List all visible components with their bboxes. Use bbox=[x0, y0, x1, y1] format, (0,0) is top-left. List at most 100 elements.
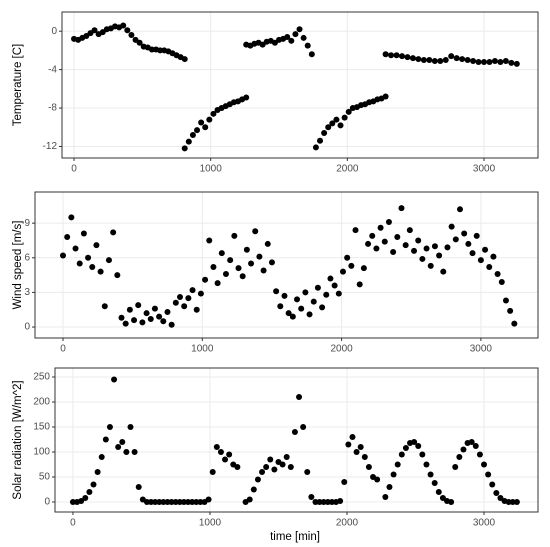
point bbox=[402, 445, 409, 451]
point bbox=[300, 34, 307, 41]
y-tick-label: 0 bbox=[44, 497, 50, 508]
point bbox=[310, 298, 317, 305]
x-tick-label: 2000 bbox=[330, 344, 353, 355]
point bbox=[393, 52, 400, 59]
point bbox=[218, 250, 225, 257]
point bbox=[234, 464, 241, 470]
point bbox=[206, 237, 213, 244]
point bbox=[459, 56, 466, 63]
point bbox=[189, 287, 196, 294]
point bbox=[323, 291, 330, 298]
point bbox=[68, 214, 75, 221]
y-tick-label: 200 bbox=[33, 397, 50, 408]
point bbox=[398, 451, 405, 458]
point bbox=[263, 464, 270, 470]
point bbox=[508, 59, 515, 66]
x-tick-label: 2000 bbox=[336, 164, 359, 175]
point bbox=[486, 264, 493, 271]
point bbox=[448, 499, 455, 505]
point bbox=[329, 120, 336, 127]
point bbox=[69, 499, 76, 505]
point bbox=[320, 499, 327, 505]
point bbox=[345, 108, 352, 115]
point bbox=[333, 116, 340, 123]
point bbox=[102, 436, 109, 443]
point bbox=[440, 268, 447, 275]
point bbox=[227, 257, 234, 264]
point bbox=[349, 434, 356, 440]
point bbox=[64, 234, 71, 241]
point bbox=[135, 302, 142, 309]
point bbox=[439, 495, 446, 501]
y-tick-label: 50 bbox=[39, 472, 51, 483]
point bbox=[111, 376, 118, 383]
point bbox=[369, 232, 376, 239]
point bbox=[189, 131, 196, 138]
y-tick-label: 0 bbox=[24, 322, 30, 333]
point bbox=[427, 262, 434, 269]
point bbox=[291, 429, 298, 435]
point bbox=[243, 94, 250, 101]
x-tick-label: 3000 bbox=[473, 518, 496, 529]
point bbox=[308, 51, 315, 58]
y-tick-label: 250 bbox=[33, 372, 50, 383]
point bbox=[151, 305, 158, 312]
point bbox=[231, 232, 238, 239]
point bbox=[402, 242, 409, 249]
point bbox=[300, 424, 307, 430]
point bbox=[304, 469, 311, 475]
point bbox=[185, 295, 192, 302]
point bbox=[213, 444, 220, 450]
point bbox=[256, 253, 263, 260]
point bbox=[97, 268, 104, 275]
point bbox=[198, 119, 205, 126]
y-tick-label: 100 bbox=[33, 447, 50, 458]
y-tick-label: -8 bbox=[48, 103, 57, 114]
point bbox=[82, 495, 89, 501]
point bbox=[91, 27, 98, 34]
point bbox=[377, 224, 384, 231]
point bbox=[308, 494, 315, 500]
point bbox=[226, 451, 233, 458]
point bbox=[273, 288, 280, 295]
point bbox=[464, 57, 471, 64]
point bbox=[373, 245, 380, 252]
point bbox=[287, 464, 294, 470]
point bbox=[324, 499, 331, 505]
x-tick-label: 0 bbox=[60, 344, 66, 355]
point bbox=[365, 240, 372, 247]
point bbox=[511, 320, 518, 327]
point bbox=[127, 424, 134, 430]
point bbox=[106, 424, 113, 430]
point bbox=[85, 254, 92, 261]
point bbox=[406, 227, 413, 234]
point bbox=[194, 127, 201, 134]
point bbox=[136, 39, 143, 46]
point bbox=[209, 469, 216, 475]
point bbox=[128, 32, 135, 39]
point bbox=[386, 484, 393, 490]
point bbox=[296, 394, 303, 400]
point bbox=[431, 243, 438, 250]
point bbox=[180, 499, 187, 505]
point bbox=[399, 53, 406, 60]
point bbox=[388, 52, 395, 59]
point bbox=[390, 249, 397, 256]
point bbox=[189, 499, 196, 505]
point bbox=[316, 499, 323, 505]
point bbox=[279, 461, 286, 468]
point bbox=[160, 318, 167, 325]
point bbox=[147, 315, 154, 322]
point bbox=[513, 60, 520, 67]
point bbox=[411, 439, 418, 445]
point bbox=[176, 499, 183, 505]
point bbox=[89, 264, 96, 271]
point bbox=[306, 311, 313, 318]
point bbox=[344, 254, 351, 261]
point bbox=[353, 449, 360, 455]
point bbox=[468, 439, 475, 445]
x-tick-label: 3000 bbox=[473, 164, 496, 175]
point bbox=[494, 270, 501, 277]
point bbox=[431, 57, 438, 64]
point bbox=[382, 51, 389, 58]
